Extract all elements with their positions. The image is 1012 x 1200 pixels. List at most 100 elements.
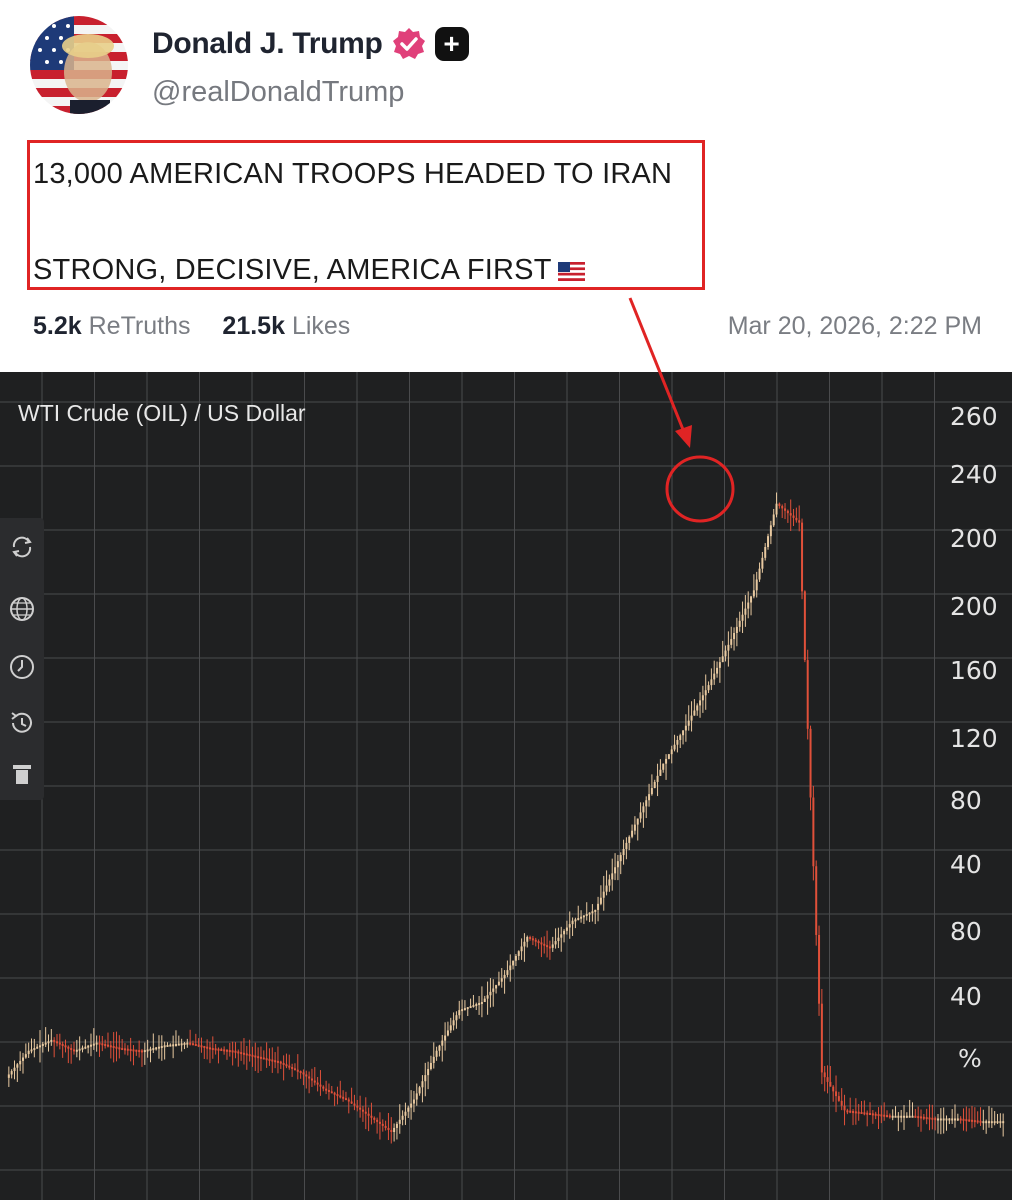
trash-icon[interactable] <box>7 758 37 788</box>
candle-body <box>87 1045 90 1048</box>
candle-body <box>16 1064 19 1068</box>
candle-body <box>126 1048 129 1051</box>
candle-body <box>197 1044 200 1047</box>
candle-body <box>951 1118 954 1121</box>
candle-body <box>733 632 736 640</box>
candle-body <box>24 1054 27 1058</box>
author-name[interactable]: Donald J. Trump <box>152 27 383 60</box>
candle-body <box>914 1115 917 1118</box>
candle-body <box>699 700 702 706</box>
candle-body <box>905 1115 908 1118</box>
oil-price-chart: WTI Crude (OIL) / US Dollar <box>0 372 1012 1200</box>
candle-body <box>563 930 566 935</box>
clock-icon[interactable] <box>7 652 37 682</box>
candle-body <box>988 1121 991 1124</box>
candle-body <box>299 1071 302 1074</box>
candle-body <box>752 590 755 597</box>
candle-body <box>452 1020 455 1026</box>
candle-body <box>449 1025 452 1031</box>
candle-body <box>648 794 651 801</box>
candle-body <box>310 1078 313 1081</box>
candle-body <box>531 938 534 941</box>
candle-body <box>50 1039 53 1042</box>
candle-body <box>687 720 690 726</box>
candle-body <box>129 1049 132 1052</box>
candle-body <box>962 1118 965 1121</box>
candle-body <box>469 1006 472 1009</box>
y-tick-label: 80 <box>950 917 982 946</box>
history-icon[interactable] <box>7 708 37 738</box>
candle-body <box>279 1061 282 1064</box>
candle-body <box>248 1054 251 1057</box>
candle-body <box>784 508 787 511</box>
candle-body <box>322 1086 325 1089</box>
candle-body <box>659 769 662 776</box>
candle-body <box>350 1101 353 1104</box>
candle-body <box>727 644 730 651</box>
candle-body <box>237 1051 240 1054</box>
candle-body <box>676 739 679 745</box>
candle-body <box>155 1047 158 1050</box>
candle-body <box>330 1091 333 1094</box>
candle-body <box>543 943 546 946</box>
candle-body <box>682 730 685 736</box>
globe-icon[interactable] <box>7 594 37 624</box>
candle-body <box>897 1115 900 1118</box>
candle-body <box>251 1054 254 1057</box>
candle-body <box>208 1047 211 1050</box>
refresh-icon[interactable] <box>7 532 37 562</box>
author-row: Donald J. Trump + <box>152 26 469 62</box>
candle-body <box>387 1127 390 1130</box>
candle-body <box>894 1115 897 1118</box>
candle-body <box>840 1100 843 1106</box>
candle-body <box>288 1065 291 1068</box>
candle-body <box>356 1105 359 1108</box>
candle-body <box>44 1042 47 1045</box>
candle-body <box>806 660 809 729</box>
candle-body <box>571 920 574 925</box>
candle-body <box>327 1090 330 1093</box>
candle-body <box>112 1046 115 1049</box>
candle-body <box>152 1048 155 1051</box>
candle-body <box>33 1048 36 1051</box>
candle-body <box>767 536 770 547</box>
candle-body <box>979 1120 982 1123</box>
post-timestamp[interactable]: Mar 20, 2026, 2:22 PM <box>727 312 982 340</box>
candle-body <box>631 830 634 837</box>
candle-body <box>432 1056 435 1063</box>
y-tick-label: 80 <box>950 786 982 815</box>
candle-body <box>883 1114 886 1117</box>
candle-body <box>19 1060 22 1065</box>
candle-body <box>597 903 600 910</box>
candle-body <box>985 1121 988 1124</box>
likes-label[interactable]: Likes <box>291 312 351 340</box>
candle-body <box>611 873 614 880</box>
candle-body <box>744 608 747 615</box>
candle-body <box>395 1123 398 1128</box>
retruths-count[interactable]: 5.2k <box>33 312 82 340</box>
candle-body <box>115 1046 118 1049</box>
candle-body <box>458 1010 461 1016</box>
avatar[interactable] <box>30 16 128 114</box>
candle-body <box>764 547 767 558</box>
candle-body <box>265 1058 268 1061</box>
candle-body <box>10 1071 13 1075</box>
candle-body <box>812 797 815 867</box>
chart-plot <box>0 372 1012 1200</box>
candle-body <box>1002 1121 1005 1124</box>
candle-body <box>339 1095 342 1098</box>
candle-body <box>665 758 668 764</box>
candle-body <box>438 1045 441 1051</box>
candle-body <box>761 557 764 569</box>
candle-body <box>809 728 812 798</box>
author-handle[interactable]: @realDonaldTrump <box>152 76 405 108</box>
likes-count[interactable]: 21.5k <box>222 312 285 340</box>
candle-body <box>619 855 622 862</box>
retruths-label[interactable]: ReTruths <box>88 312 191 340</box>
candle-body <box>492 988 495 992</box>
candle-body <box>820 1003 823 1073</box>
candle-body <box>625 842 628 849</box>
y-tick-label: 40 <box>950 982 982 1011</box>
candle-body <box>903 1115 906 1118</box>
candle-body <box>843 1105 846 1111</box>
